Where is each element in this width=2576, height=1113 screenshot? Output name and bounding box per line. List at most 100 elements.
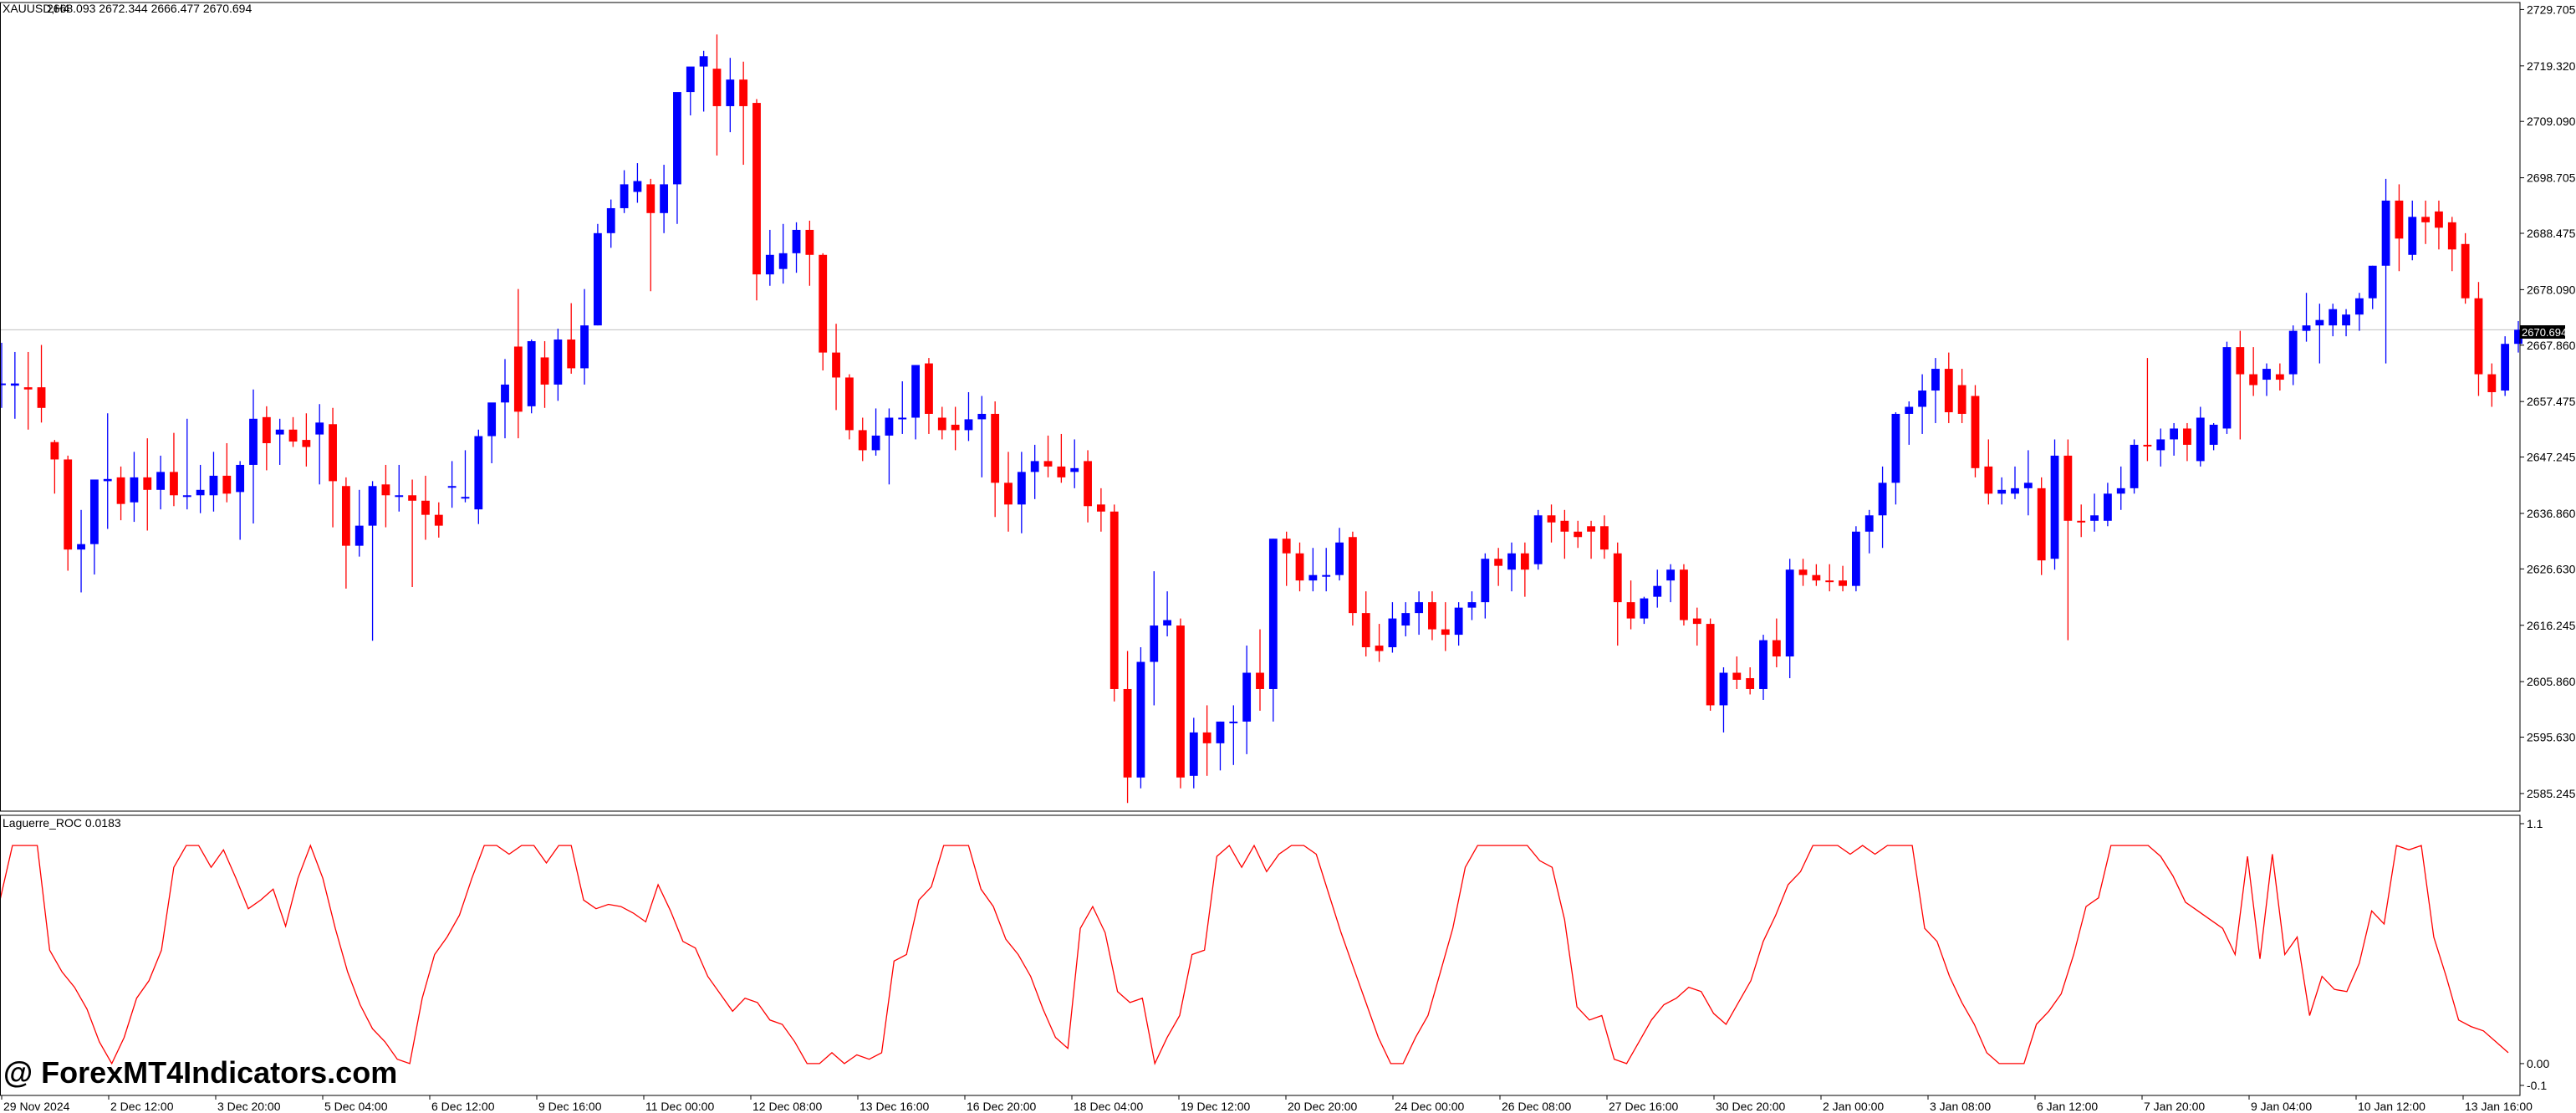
candle[interactable] [1030, 444, 1039, 499]
candle[interactable] [2170, 422, 2179, 456]
candle[interactable] [1599, 515, 1609, 559]
candle[interactable] [368, 481, 377, 641]
candle[interactable] [474, 429, 483, 524]
candle[interactable] [1268, 539, 1278, 722]
candle[interactable] [156, 455, 166, 510]
candle[interactable] [673, 92, 681, 224]
candle[interactable] [143, 438, 152, 531]
candle[interactable] [606, 199, 615, 248]
candle[interactable] [1864, 509, 1874, 554]
candle[interactable] [1163, 591, 1172, 637]
candle[interactable] [501, 359, 509, 439]
candle[interactable] [2262, 363, 2271, 396]
candle[interactable] [2514, 320, 2522, 353]
candle[interactable] [1574, 520, 1583, 549]
candle[interactable] [1931, 358, 1940, 423]
candle[interactable] [1096, 488, 1105, 532]
candle[interactable] [1454, 602, 1463, 646]
candle[interactable] [726, 58, 735, 133]
candle[interactable] [1348, 531, 1357, 626]
candle[interactable] [1997, 477, 2007, 505]
candle[interactable] [2342, 309, 2350, 337]
candle[interactable] [2381, 178, 2390, 364]
candle[interactable] [23, 351, 33, 430]
candle[interactable] [50, 440, 59, 494]
candle[interactable] [288, 416, 298, 447]
candle[interactable] [633, 163, 642, 203]
candle[interactable] [964, 391, 973, 442]
candle[interactable] [1533, 509, 1543, 570]
candle[interactable] [2209, 422, 2218, 451]
candle[interactable] [2474, 282, 2483, 396]
candle[interactable] [2037, 477, 2046, 575]
candle[interactable] [2421, 200, 2431, 244]
candle[interactable] [885, 408, 894, 485]
candle[interactable] [1109, 504, 1119, 702]
candle[interactable] [1322, 548, 1331, 592]
candle[interactable] [315, 404, 324, 485]
candle[interactable] [1057, 433, 1066, 483]
candle[interactable] [1891, 411, 1900, 505]
candle[interactable] [1732, 656, 1742, 689]
candle[interactable] [1772, 618, 1781, 668]
candle[interactable] [2275, 363, 2284, 391]
candle[interactable] [2288, 325, 2298, 385]
candle[interactable] [1547, 504, 1556, 543]
candle[interactable] [752, 99, 761, 301]
candle[interactable] [447, 461, 457, 508]
candle[interactable] [2050, 439, 2059, 570]
candle[interactable] [844, 374, 854, 440]
candle[interactable] [2063, 439, 2073, 641]
candle[interactable] [487, 402, 497, 463]
candle[interactable] [2183, 422, 2191, 462]
candle[interactable] [1388, 602, 1397, 653]
candle[interactable] [1653, 569, 1662, 608]
candle[interactable] [1746, 667, 1755, 695]
candle[interactable] [2090, 493, 2099, 532]
candle[interactable] [1666, 564, 1676, 603]
candle[interactable] [262, 406, 271, 471]
candle[interactable] [77, 509, 85, 593]
candle[interactable] [951, 406, 960, 451]
candle[interactable] [660, 165, 669, 233]
candle[interactable] [1759, 635, 1767, 700]
candle[interactable] [620, 170, 629, 213]
candle[interactable] [1295, 542, 1304, 592]
candle[interactable] [1467, 591, 1477, 620]
candle[interactable] [1905, 401, 1914, 445]
candle[interactable] [64, 455, 73, 571]
candle[interactable] [1017, 452, 1026, 534]
candle[interactable] [1361, 591, 1370, 657]
candle[interactable] [1256, 629, 1264, 711]
candle[interactable] [116, 466, 125, 521]
candle[interactable] [1308, 548, 1318, 592]
candle[interactable] [739, 61, 748, 166]
candle[interactable] [2447, 217, 2456, 272]
candle[interactable] [1176, 618, 1185, 789]
candle[interactable] [236, 461, 245, 540]
candle[interactable] [527, 340, 536, 414]
candle[interactable] [1335, 528, 1344, 581]
candle[interactable] [1984, 439, 1993, 505]
candle[interactable] [1706, 618, 1715, 711]
candle[interactable] [1560, 509, 1569, 559]
candle[interactable] [2461, 232, 2470, 304]
candle[interactable] [2143, 358, 2152, 462]
candle[interactable] [1401, 602, 1410, 637]
candle[interactable] [2023, 450, 2033, 516]
candle[interactable] [1851, 526, 1860, 592]
candle[interactable] [249, 389, 258, 524]
candle[interactable] [37, 345, 46, 423]
candle[interactable] [792, 222, 801, 273]
candle[interactable] [2354, 293, 2364, 331]
candle[interactable] [1640, 596, 1649, 625]
candle[interactable] [1229, 705, 1238, 765]
candle[interactable] [1587, 520, 1595, 559]
candle[interactable] [1878, 466, 1887, 549]
candle[interactable] [2368, 265, 2377, 309]
candle[interactable] [1918, 374, 1927, 434]
candle[interactable] [593, 223, 602, 326]
candle[interactable] [686, 66, 695, 115]
candle[interactable] [1150, 571, 1159, 706]
candle[interactable] [1202, 705, 1211, 776]
